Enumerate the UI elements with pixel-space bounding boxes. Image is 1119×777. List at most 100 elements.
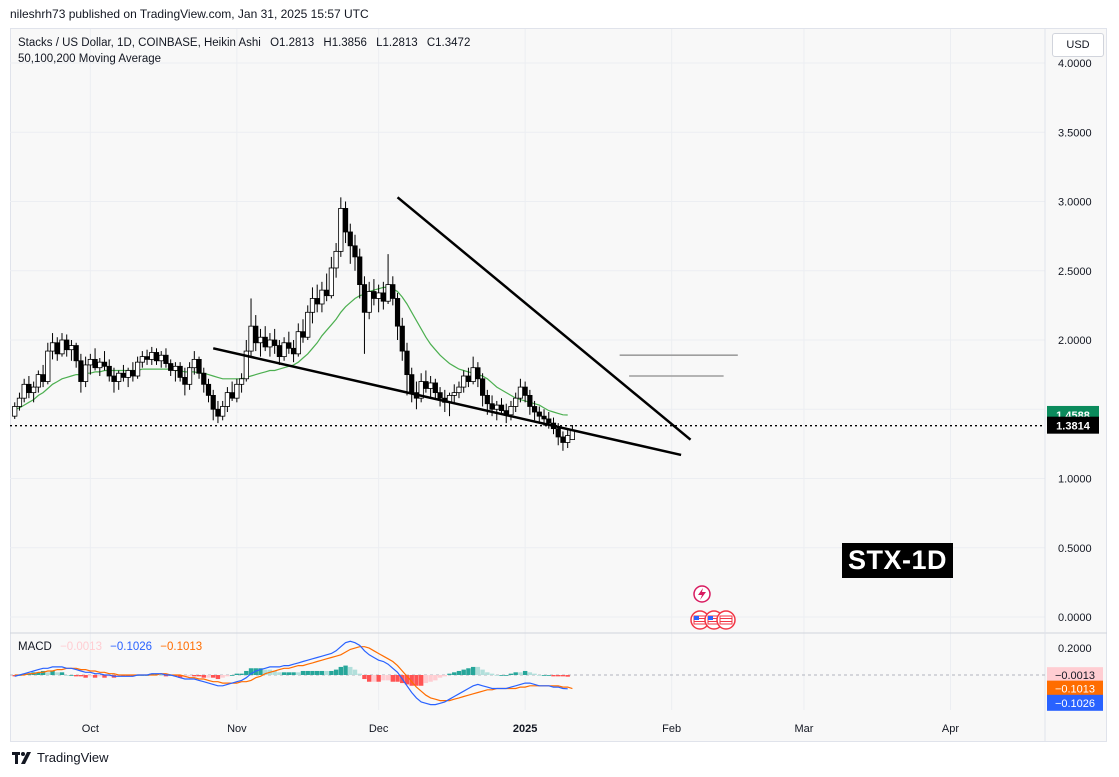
tradingview-logo-icon — [12, 751, 31, 764]
macd-histogram-bar — [518, 672, 523, 675]
candle — [480, 373, 486, 407]
macd-histogram-bar — [333, 669, 339, 675]
macd-histogram-bar — [305, 670, 310, 675]
us-flag-event-icon[interactable] — [690, 610, 710, 630]
candle — [281, 337, 287, 361]
trendline[interactable] — [396, 196, 692, 441]
candle-body — [361, 284, 368, 313]
lightning-icon[interactable] — [693, 585, 711, 603]
trendline[interactable] — [212, 347, 682, 457]
macd-histogram-bar — [64, 675, 69, 676]
candle-body — [560, 436, 566, 443]
candle-body — [461, 375, 467, 388]
candle — [380, 281, 386, 310]
macd-histogram-bar — [537, 675, 542, 676]
candle — [201, 367, 207, 393]
candle — [248, 298, 254, 357]
candle-body — [220, 406, 226, 417]
candle — [224, 387, 230, 413]
candle — [243, 340, 249, 382]
last-price-label: 1.3814 — [1056, 421, 1091, 433]
candle-body — [267, 339, 273, 348]
candle — [513, 392, 519, 413]
trendlines-layer — [212, 196, 692, 457]
event-icons[interactable] — [690, 585, 736, 630]
candle — [177, 362, 183, 382]
macd-histogram-bar — [433, 675, 438, 681]
candle — [59, 333, 65, 357]
candle-body — [224, 392, 230, 407]
candle-body — [21, 383, 27, 399]
candle-body — [531, 406, 538, 413]
candle — [153, 348, 160, 365]
macd-histogram-bar — [173, 675, 178, 677]
candle — [390, 276, 396, 306]
candle-body — [172, 365, 179, 371]
candle-body — [149, 352, 155, 360]
candle — [409, 367, 415, 403]
candle — [305, 305, 311, 340]
macd-histogram-bar — [409, 675, 414, 686]
moving-average-legend[interactable]: 50,100,200 Moving Average — [18, 53, 162, 65]
macd-histogram-bar — [248, 668, 254, 675]
candle — [324, 273, 330, 302]
candle-body — [40, 374, 46, 382]
symbol-badge: STX-1D — [842, 543, 954, 578]
tradingview-logo[interactable]: TradingView — [12, 750, 109, 765]
candle — [569, 425, 575, 440]
time-tick-label: Mar — [794, 723, 813, 735]
macd-histogram-bar — [130, 675, 136, 677]
symbol-description[interactable]: Stacks / US Dollar, 1D, COINBASE, Heikin… — [18, 37, 261, 49]
macd-histogram-bar — [116, 675, 121, 677]
currency-button[interactable]: USD — [1052, 33, 1104, 57]
candle — [357, 248, 363, 299]
candle-body — [517, 386, 524, 399]
macd-histogram-bar — [470, 666, 476, 675]
macd-histogram-bar — [107, 675, 112, 677]
price-axis[interactable]: 4.00003.50003.00002.50002.00001.50001.00… — [1047, 58, 1103, 711]
candle-body — [423, 381, 429, 389]
candle — [168, 359, 174, 377]
candle — [446, 392, 453, 417]
macd-pane — [10, 640, 1045, 706]
macd-histogram-bar — [239, 673, 244, 675]
macd-value-badge — [1047, 694, 1103, 711]
candle-body — [248, 325, 254, 352]
time-axis[interactable]: Oct Nov Dec 2025 Feb Mar Apr — [82, 723, 960, 735]
candle — [83, 356, 89, 388]
candle-body — [191, 358, 197, 369]
macd-histogram-bar — [215, 675, 221, 680]
macd-histogram-bar — [97, 675, 102, 677]
candle-body — [276, 345, 282, 358]
candle — [314, 284, 320, 313]
candle-body — [494, 404, 500, 410]
chart-pane[interactable] — [10, 28, 1107, 742]
macd-histogram-bar — [489, 673, 495, 675]
candle-body — [68, 345, 75, 351]
candle — [144, 349, 150, 365]
us-flag-event-icon[interactable] — [716, 610, 736, 630]
candle-body — [305, 311, 311, 338]
candle-body — [120, 372, 127, 378]
macd-histogram-bar — [423, 675, 429, 684]
macd-histogram-bar — [196, 675, 202, 677]
macd-histogram-bar — [234, 673, 240, 675]
candle-body — [238, 378, 245, 385]
candle — [295, 323, 301, 357]
candle-body — [253, 325, 259, 344]
macd-tick-label: 0.2000 — [1058, 643, 1092, 655]
candle — [205, 378, 212, 403]
macd-histogram-bar — [513, 672, 518, 675]
macd-histogram-bar — [125, 675, 131, 677]
macd-histogram-bar — [447, 673, 452, 675]
candles-layer — [12, 197, 575, 451]
macd-value-badge — [1047, 667, 1103, 684]
macd-histogram-bar — [277, 672, 282, 675]
candle — [338, 197, 344, 257]
candle-body — [300, 331, 306, 338]
candle-body — [399, 325, 405, 352]
macd-histogram-bar — [556, 675, 561, 677]
macd-legend[interactable]: MACD −0.0013 −0.1026 −0.1013 — [18, 641, 207, 653]
candle-body — [475, 367, 481, 380]
candle-body — [541, 415, 547, 420]
